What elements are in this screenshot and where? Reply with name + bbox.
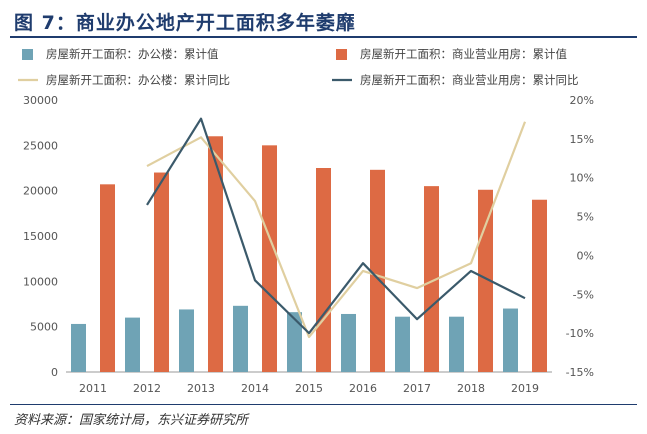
axes: 0 5000 10000 15000 20000 25000 30000 -15% -10% -5… xyxy=(23,94,594,395)
y-left-tick-label: 20000 xyxy=(23,185,58,198)
legend-label: 房屋新开工面积：办公楼：累计值 xyxy=(46,47,219,61)
legend-swatch xyxy=(336,49,347,60)
x-tick-label: 2012 xyxy=(133,382,161,395)
bars xyxy=(71,136,547,372)
office-bar xyxy=(287,312,302,372)
y-left-tick-label: 5000 xyxy=(30,321,58,334)
y-right-tick-label: 20% xyxy=(570,94,594,107)
office-bar xyxy=(503,308,518,372)
y-right-tick-label: -10% xyxy=(566,327,594,340)
office-bar xyxy=(71,323,86,372)
commercial-bar xyxy=(208,136,223,372)
lines xyxy=(146,117,527,339)
x-tick-label: 2014 xyxy=(241,382,269,395)
commercial-bar xyxy=(316,168,331,372)
commercial-bar xyxy=(370,169,385,372)
chart-title: 图 7：商业办公地产开工面积多年萎靡 xyxy=(14,12,356,34)
source-note: 资料来源：国家统计局，东兴证券研究所 xyxy=(14,413,249,428)
x-tick-label: 2015 xyxy=(295,382,323,395)
x-tick-label: 2016 xyxy=(349,382,377,395)
commercial-bar xyxy=(100,184,115,372)
office-bar xyxy=(395,316,410,372)
legend-label: 房屋新开工面积：商业营业用房：累计同比 xyxy=(360,73,579,87)
y-right-tick-label: 0% xyxy=(577,249,594,262)
y-left-tick-label: 0 xyxy=(51,366,58,379)
x-tick-label: 2018 xyxy=(457,382,485,395)
combo-chart: 房屋新开工面积：办公楼：累计值 房屋新开工面积：商业营业用房：累计值房屋新开工面积… xyxy=(18,47,594,395)
office-bar xyxy=(125,317,140,372)
x-tick-label: 2013 xyxy=(187,382,215,395)
office-bar xyxy=(341,313,356,372)
commercial-yoy-line xyxy=(146,117,526,335)
legend-label: 房屋新开工面积：商业营业用房：累计值 xyxy=(360,47,567,61)
y-right-tick-label: 10% xyxy=(570,172,594,185)
x-tick-label: 2017 xyxy=(403,382,431,395)
x-tick-label: 2011 xyxy=(79,382,107,395)
commercial-bar xyxy=(262,145,277,372)
office-bar xyxy=(449,316,464,372)
y-right-tick-label: 15% xyxy=(570,133,594,146)
source-divider xyxy=(10,404,637,405)
commercial-bar xyxy=(532,199,547,372)
title-divider xyxy=(10,36,637,38)
legend-label: 房屋新开工面积：办公楼：累计同比 xyxy=(46,73,230,87)
x-tick-label: 2019 xyxy=(511,382,539,395)
y-right-tick-label: -5% xyxy=(573,288,594,301)
y-right-tick-label: -15% xyxy=(566,366,594,379)
y-left-tick-label: 25000 xyxy=(23,139,58,152)
office-bar xyxy=(233,305,248,372)
legend: 房屋新开工面积：办公楼：累计值 房屋新开工面积：商业营业用房：累计值房屋新开工面积… xyxy=(18,47,579,87)
y-left-tick-label: 30000 xyxy=(23,94,58,107)
commercial-bar xyxy=(154,172,169,372)
commercial-bar xyxy=(424,186,439,372)
office-yoy-line xyxy=(146,121,527,339)
y-left-tick-label: 15000 xyxy=(23,230,58,243)
y-right-tick-label: 5% xyxy=(577,211,594,224)
y-left-tick-label: 10000 xyxy=(23,275,58,288)
legend-swatch xyxy=(22,49,33,60)
office-bar xyxy=(179,309,194,372)
